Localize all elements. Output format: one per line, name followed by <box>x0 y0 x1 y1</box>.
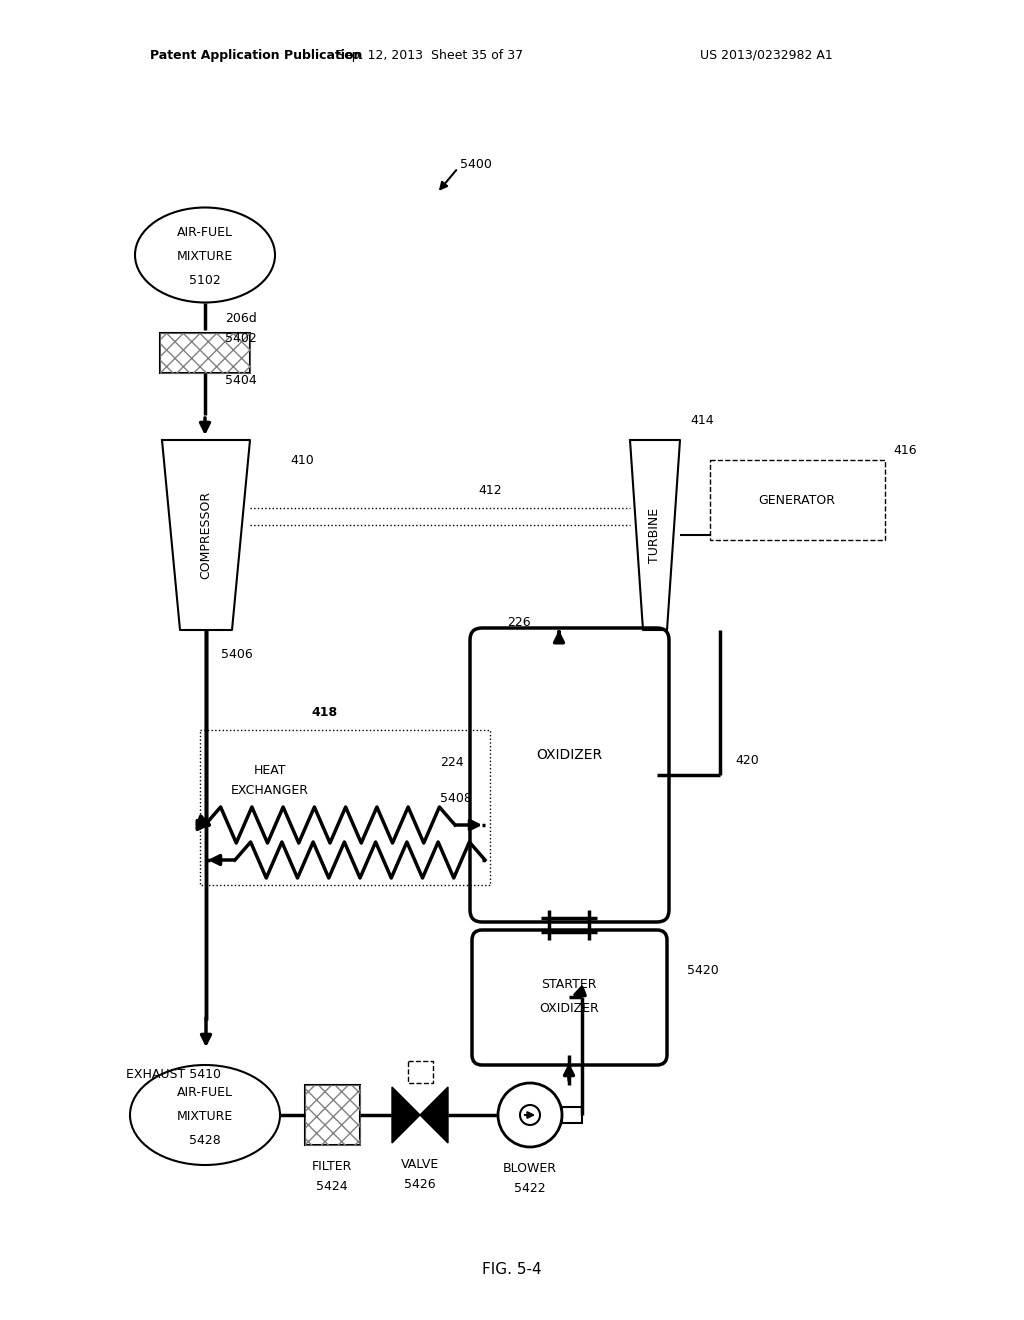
Text: 420: 420 <box>735 754 759 767</box>
Text: 5400: 5400 <box>460 158 492 172</box>
Text: 226: 226 <box>507 615 530 628</box>
Text: 410: 410 <box>290 454 313 466</box>
Text: COMPRESSOR: COMPRESSOR <box>200 491 213 579</box>
Text: FILTER: FILTER <box>312 1160 352 1173</box>
Text: 412: 412 <box>478 483 502 496</box>
Bar <box>305 1085 360 1144</box>
Text: US 2013/0232982 A1: US 2013/0232982 A1 <box>700 49 833 62</box>
Text: GENERATOR: GENERATOR <box>759 494 836 507</box>
Text: TURBINE: TURBINE <box>648 507 662 562</box>
Text: 206d: 206d <box>225 312 257 325</box>
Bar <box>200 730 490 884</box>
Text: STARTER: STARTER <box>542 978 597 991</box>
Text: MIXTURE: MIXTURE <box>177 1110 233 1123</box>
Text: OXIDIZER: OXIDIZER <box>536 748 602 762</box>
Text: 5102: 5102 <box>189 273 221 286</box>
Text: 5402: 5402 <box>225 331 257 345</box>
Text: 5428: 5428 <box>189 1134 221 1147</box>
Text: 5420: 5420 <box>687 964 719 977</box>
Text: AIR-FUEL: AIR-FUEL <box>177 227 233 239</box>
Bar <box>562 1107 582 1123</box>
Polygon shape <box>420 1086 449 1143</box>
Text: 5408: 5408 <box>440 792 472 804</box>
Polygon shape <box>392 1086 420 1143</box>
Text: 5404: 5404 <box>225 374 257 387</box>
Text: AIR-FUEL: AIR-FUEL <box>177 1086 233 1100</box>
Bar <box>710 459 885 540</box>
Text: 414: 414 <box>690 413 714 426</box>
Bar <box>305 1085 360 1144</box>
Text: 224: 224 <box>440 755 464 768</box>
Text: 5426: 5426 <box>404 1179 436 1192</box>
Text: MIXTURE: MIXTURE <box>177 251 233 264</box>
Text: EXCHANGER: EXCHANGER <box>231 784 309 796</box>
Text: BLOWER: BLOWER <box>503 1163 557 1176</box>
Text: 5424: 5424 <box>316 1180 348 1193</box>
Text: 416: 416 <box>893 444 916 457</box>
Text: EXHAUST 5410: EXHAUST 5410 <box>126 1068 221 1081</box>
Text: 418: 418 <box>312 705 338 718</box>
Text: FIG. 5-4: FIG. 5-4 <box>482 1262 542 1278</box>
Text: 5406: 5406 <box>221 648 253 661</box>
Text: Patent Application Publication: Patent Application Publication <box>150 49 362 62</box>
Bar <box>408 1061 433 1082</box>
Text: OXIDIZER: OXIDIZER <box>539 1002 599 1015</box>
Bar <box>160 333 250 374</box>
Text: HEAT: HEAT <box>254 763 287 776</box>
Bar <box>160 333 250 374</box>
Text: 5422: 5422 <box>514 1183 546 1196</box>
Text: Sep. 12, 2013  Sheet 35 of 37: Sep. 12, 2013 Sheet 35 of 37 <box>337 49 523 62</box>
Text: VALVE: VALVE <box>400 1159 439 1172</box>
